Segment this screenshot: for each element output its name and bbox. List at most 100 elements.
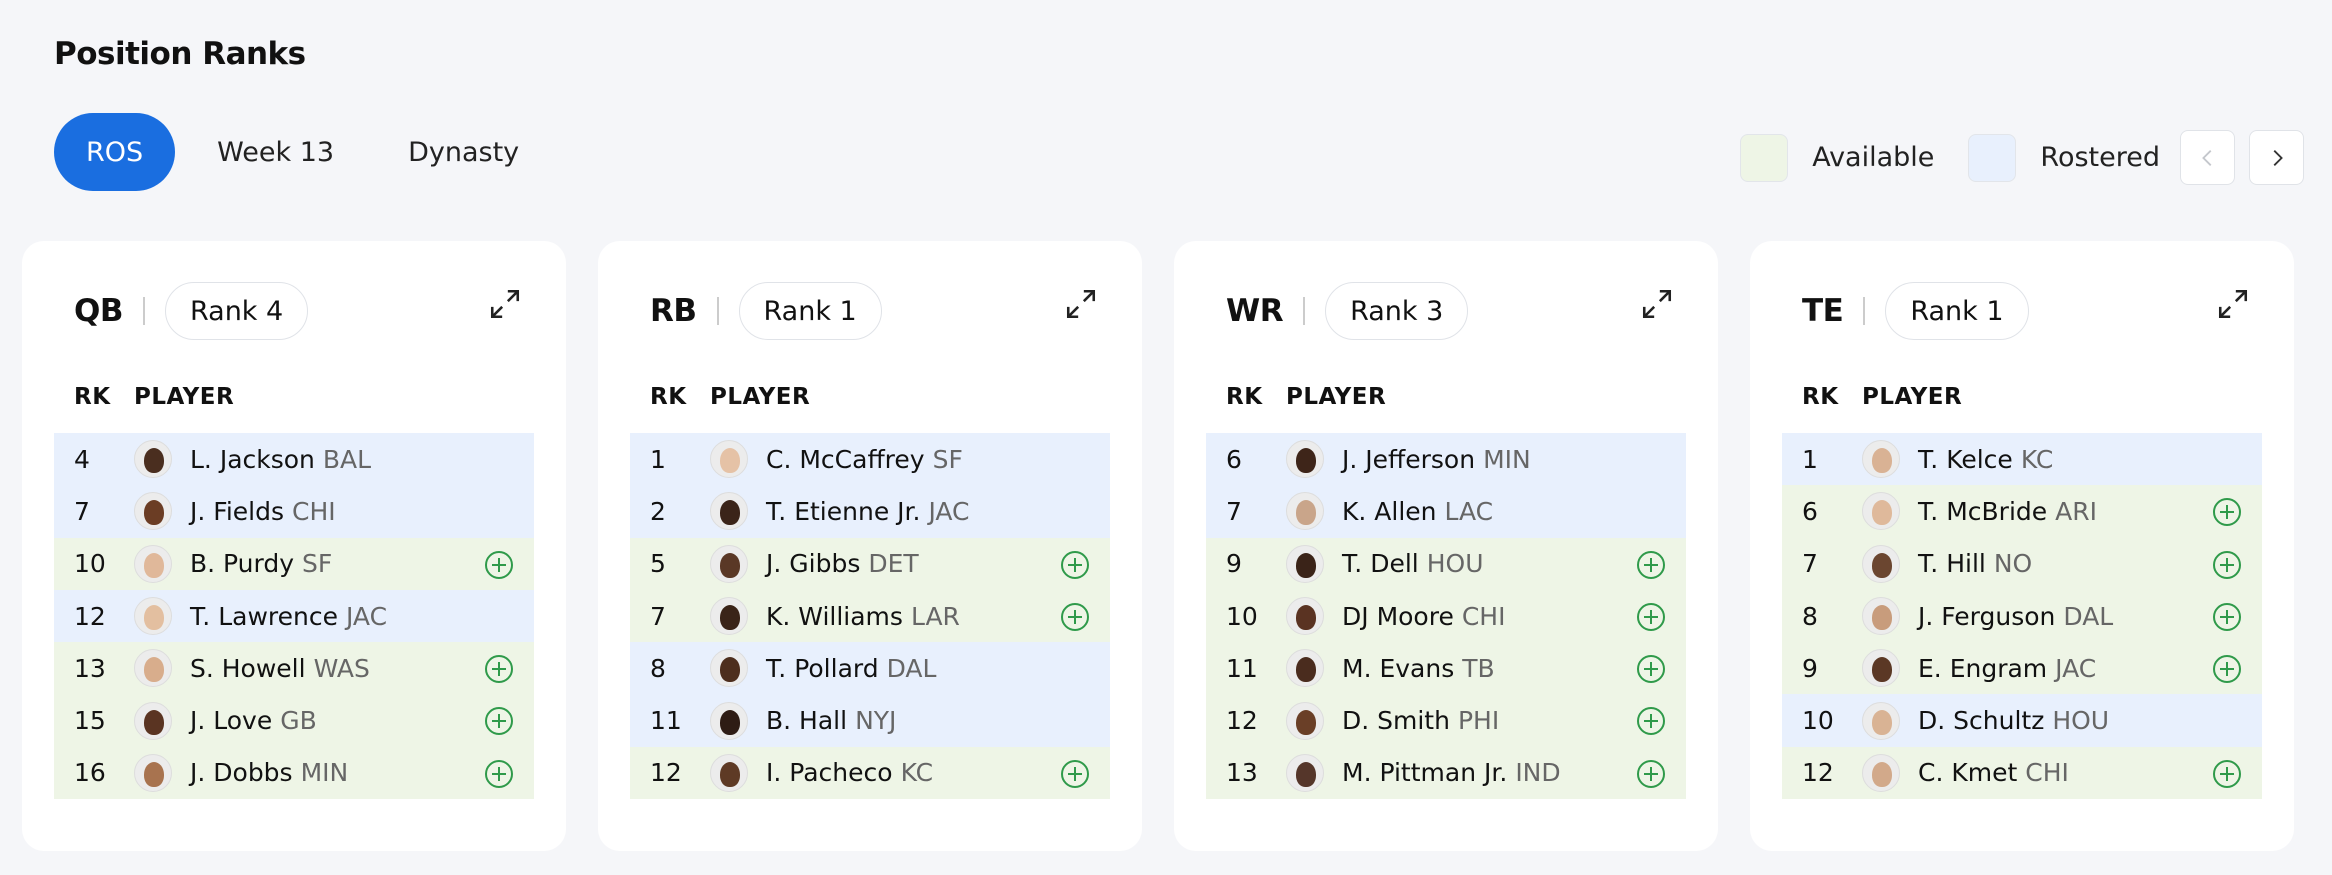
player-row[interactable]: 8 J. Ferguson DAL	[1782, 589, 2262, 643]
next-button[interactable]	[2249, 130, 2304, 185]
player-name[interactable]: J. Fields	[190, 496, 284, 526]
player-row[interactable]: 11 B. Hall NYJ	[630, 694, 1110, 747]
tab-week-13[interactable]: Week 13	[217, 136, 335, 168]
expand-icon[interactable]	[1064, 287, 1098, 321]
player-name[interactable]: B. Purdy	[190, 549, 295, 579]
player-row[interactable]: 9 T. Dell HOU	[1206, 537, 1686, 590]
expand-icon[interactable]	[488, 287, 522, 321]
player-row[interactable]: 10 B. Purdy SF	[54, 537, 534, 590]
player-row[interactable]: 12 I. Pacheco KC	[630, 746, 1110, 800]
player-row[interactable]: 10 DJ Moore CHI	[1206, 589, 1686, 643]
player-row[interactable]: 10 D. Schultz HOU	[1782, 694, 2262, 747]
player-row[interactable]: 12 D. Smith PHI	[1206, 694, 1686, 747]
player-avatar	[1286, 753, 1324, 792]
player-name[interactable]: K. Allen	[1342, 496, 1437, 526]
player-name[interactable]: S. Howell	[190, 653, 306, 683]
add-player-icon[interactable]	[484, 706, 514, 736]
player-row[interactable]: 7 J. Fields CHI	[54, 485, 534, 538]
add-player-icon[interactable]	[2212, 602, 2242, 632]
player-rank: 6	[1802, 496, 1818, 526]
player-row[interactable]: 11 M. Evans TB	[1206, 642, 1686, 695]
player-row[interactable]: 13 S. Howell WAS	[54, 642, 534, 695]
player-row[interactable]: 4 L. Jackson BAL	[54, 433, 534, 486]
player-row[interactable]: 16 J. Dobbs MIN	[54, 746, 534, 800]
add-player-icon[interactable]	[1636, 602, 1666, 632]
add-player-icon[interactable]	[1060, 759, 1090, 789]
card-header: QB Rank 4	[54, 261, 534, 361]
tab-dynasty[interactable]: Dynasty	[408, 136, 520, 168]
player-rank: 9	[1226, 549, 1242, 579]
add-player-icon[interactable]	[2212, 654, 2242, 684]
player-name[interactable]: T. Kelce	[1918, 444, 2013, 474]
player-name[interactable]: J. Love	[190, 706, 273, 736]
player-name[interactable]: DJ Moore	[1342, 601, 1454, 631]
player-row[interactable]: 8 T. Pollard DAL	[630, 642, 1110, 695]
player-name[interactable]: E. Engram	[1918, 653, 2048, 683]
player-row[interactable]: 12 C. Kmet CHI	[1782, 746, 2262, 800]
player-row[interactable]: 1 T. Kelce KC	[1782, 433, 2262, 486]
expand-icon[interactable]	[1640, 287, 1674, 321]
player-name[interactable]: B. Hall	[766, 706, 848, 736]
player-avatar	[134, 544, 172, 583]
prev-button[interactable]	[2180, 130, 2235, 185]
player-avatar	[710, 597, 748, 636]
player-name[interactable]: L. Jackson	[190, 444, 315, 474]
player-row[interactable]: 7 K. Allen LAC	[1206, 485, 1686, 538]
player-name[interactable]: J. Jefferson	[1342, 444, 1476, 474]
range-tabs: ROS Week 13 Dynasty	[54, 113, 551, 191]
player-row[interactable]: 7 K. Williams LAR	[630, 589, 1110, 643]
player-name[interactable]: T. McBride	[1918, 496, 2048, 526]
add-player-icon[interactable]	[1636, 654, 1666, 684]
player-team: HOU	[2052, 706, 2110, 736]
player-rank: 13	[74, 653, 106, 683]
player-row[interactable]: 15 J. Love GB	[54, 694, 534, 747]
player-name[interactable]: T. Lawrence	[190, 601, 338, 631]
add-player-icon[interactable]	[484, 759, 514, 789]
player-name[interactable]: T. Pollard	[766, 653, 879, 683]
add-player-icon[interactable]	[2212, 759, 2242, 789]
available-swatch	[1740, 133, 1789, 182]
player-name[interactable]: J. Gibbs	[766, 549, 861, 579]
player-name[interactable]: D. Schultz	[1918, 706, 2045, 736]
player-team: JAC	[345, 601, 388, 631]
player-name[interactable]: C. Kmet	[1918, 758, 2018, 788]
player-row[interactable]: 2 T. Etienne Jr. JAC	[630, 485, 1110, 538]
player-rank: 7	[1226, 496, 1242, 526]
player-row[interactable]: 12 T. Lawrence JAC	[54, 589, 534, 643]
add-player-icon[interactable]	[484, 550, 514, 580]
player-team: JAC	[928, 496, 970, 526]
add-player-icon[interactable]	[2212, 550, 2242, 580]
player-rank: 1	[1802, 444, 1818, 474]
player-row[interactable]: 5 J. Gibbs DET	[630, 537, 1110, 590]
add-player-icon[interactable]	[1060, 550, 1090, 580]
player-name[interactable]: T. Hill	[1918, 549, 1986, 579]
add-player-icon[interactable]	[2212, 497, 2242, 527]
add-player-icon[interactable]	[1636, 759, 1666, 789]
add-player-icon[interactable]	[1636, 550, 1666, 580]
player-row[interactable]: 13 M. Pittman Jr. IND	[1206, 746, 1686, 800]
player-team: BAL	[322, 444, 372, 474]
add-player-icon[interactable]	[484, 654, 514, 684]
add-player-icon[interactable]	[1636, 706, 1666, 736]
player-row[interactable]: 9 E. Engram JAC	[1782, 642, 2262, 695]
player-avatar	[710, 440, 748, 479]
player-name[interactable]: J. Ferguson	[1918, 601, 2056, 631]
player-name[interactable]: J. Dobbs	[190, 758, 293, 788]
player-name[interactable]: M. Pittman Jr.	[1342, 758, 1508, 788]
player-name[interactable]: M. Evans	[1342, 653, 1455, 683]
rank-column-header: RK	[1802, 384, 1839, 410]
player-name[interactable]: D. Smith	[1342, 706, 1450, 736]
player-name[interactable]: T. Dell	[1342, 549, 1419, 579]
divider	[1303, 297, 1306, 325]
expand-icon[interactable]	[2216, 287, 2250, 321]
player-name[interactable]: I. Pacheco	[766, 758, 893, 788]
tab-ros[interactable]: ROS	[54, 113, 176, 191]
player-row[interactable]: 7 T. Hill NO	[1782, 537, 2262, 590]
player-row[interactable]: 6 J. Jefferson MIN	[1206, 433, 1686, 486]
player-name[interactable]: K. Williams	[766, 601, 903, 631]
player-name[interactable]: T. Etienne Jr.	[766, 496, 921, 526]
player-row[interactable]: 6 T. McBride ARI	[1782, 485, 2262, 538]
add-player-icon[interactable]	[1060, 602, 1090, 632]
player-row[interactable]: 1 C. McCaffrey SF	[630, 433, 1110, 486]
player-name[interactable]: C. McCaffrey	[766, 444, 925, 474]
